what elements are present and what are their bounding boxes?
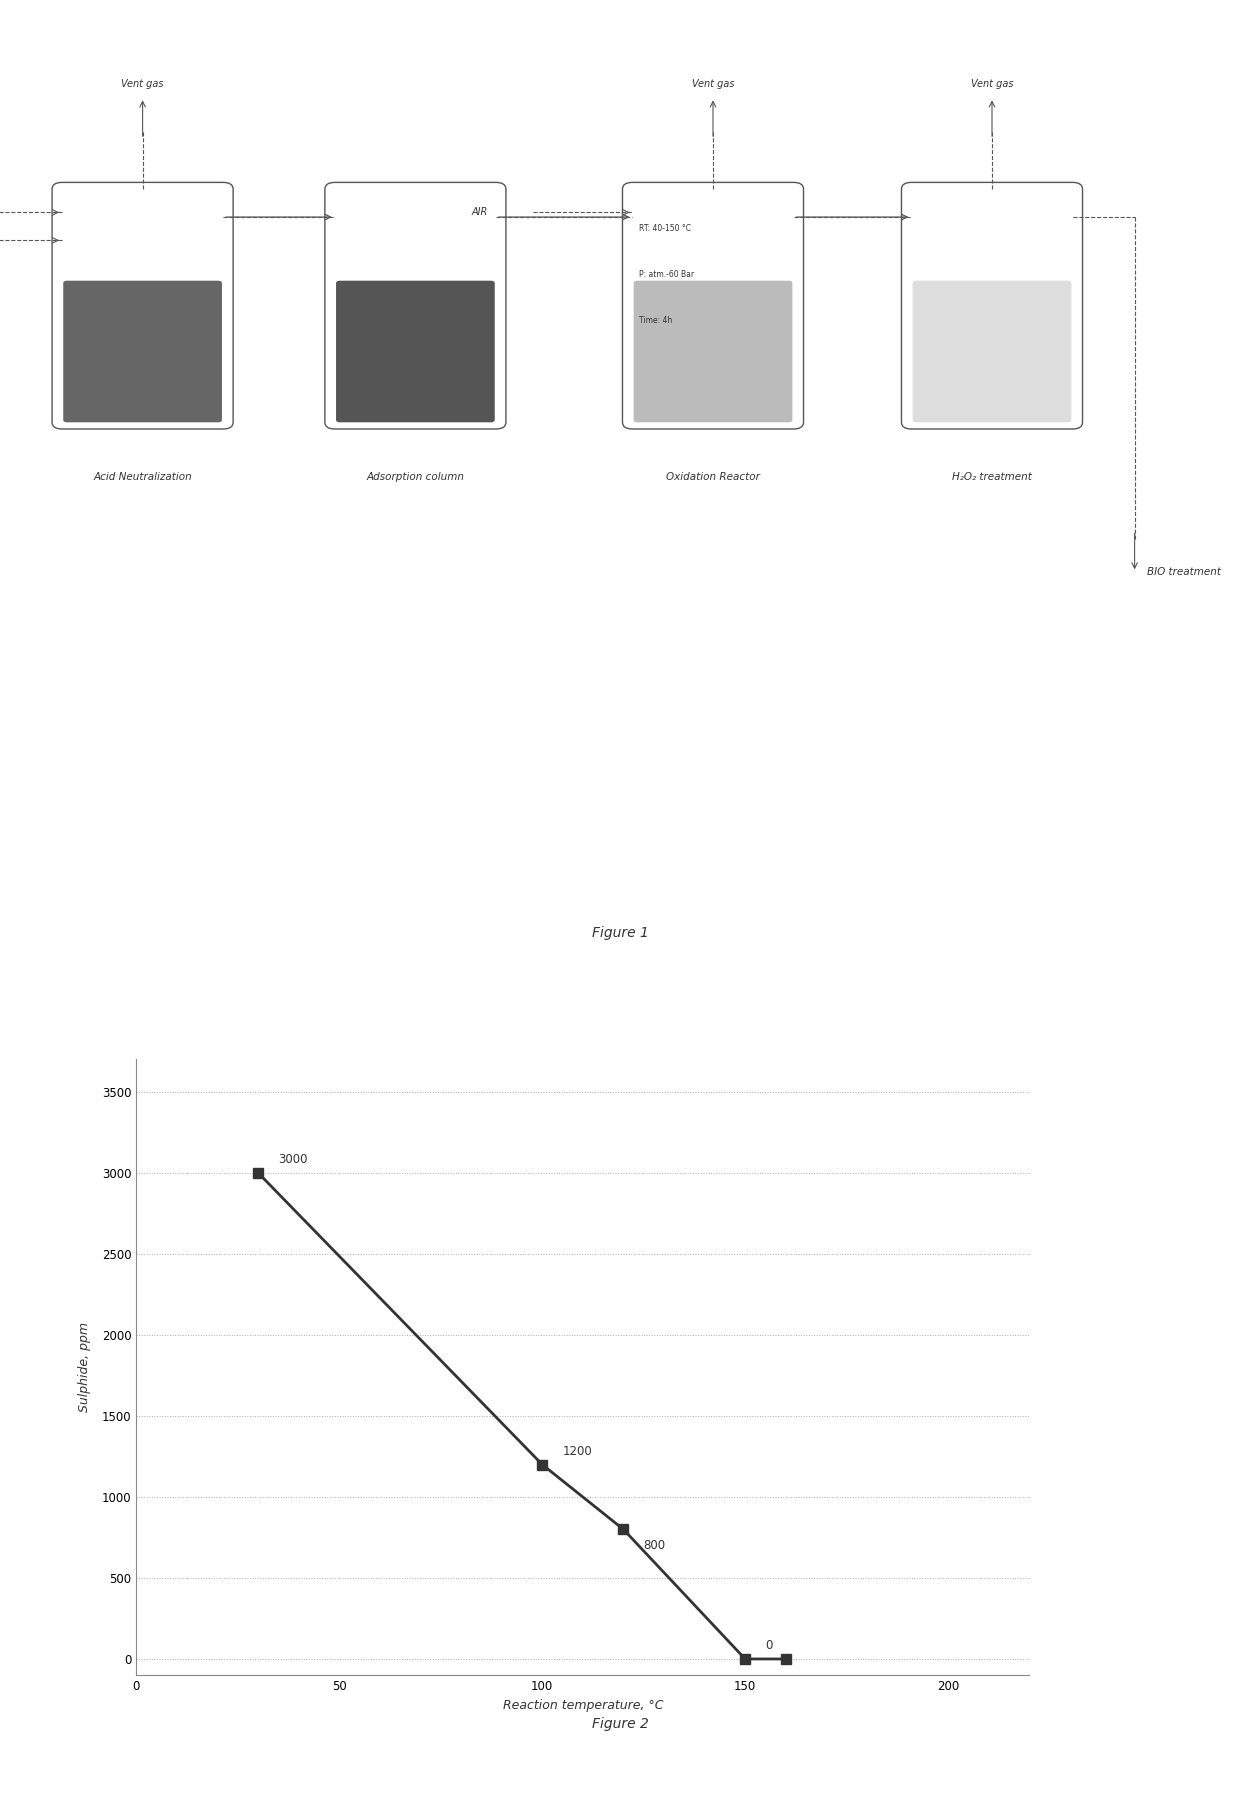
Text: P: atm.-60 Bar: P: atm.-60 Bar (639, 270, 693, 279)
Text: Vent gas: Vent gas (971, 80, 1013, 89)
Text: Acid Neutralization: Acid Neutralization (93, 473, 192, 482)
Text: Adsorption column: Adsorption column (366, 473, 465, 482)
Text: RT: 40-150 °C: RT: 40-150 °C (639, 225, 691, 234)
Text: Time: 4h: Time: 4h (639, 315, 672, 324)
Text: Figure 2: Figure 2 (591, 1717, 649, 1731)
FancyBboxPatch shape (325, 183, 506, 429)
FancyBboxPatch shape (622, 183, 804, 429)
Y-axis label: Sulphide, ppm: Sulphide, ppm (78, 1322, 91, 1413)
Text: Vent gas: Vent gas (122, 80, 164, 89)
Text: BIO treatment: BIO treatment (1147, 567, 1221, 578)
X-axis label: Reaction temperature, °C: Reaction temperature, °C (502, 1699, 663, 1711)
FancyBboxPatch shape (913, 281, 1071, 422)
Text: Oxidation Reactor: Oxidation Reactor (666, 473, 760, 482)
Text: Vent gas: Vent gas (692, 80, 734, 89)
FancyBboxPatch shape (634, 281, 792, 422)
FancyBboxPatch shape (63, 281, 222, 422)
FancyBboxPatch shape (336, 281, 495, 422)
Text: 3000: 3000 (279, 1154, 308, 1166)
Text: AIR: AIR (471, 208, 487, 217)
FancyBboxPatch shape (901, 183, 1083, 429)
FancyBboxPatch shape (52, 183, 233, 429)
Text: H₂O₂ treatment: H₂O₂ treatment (952, 473, 1032, 482)
Text: 1200: 1200 (563, 1445, 593, 1458)
Text: 800: 800 (644, 1539, 666, 1552)
Text: Figure 1: Figure 1 (591, 925, 649, 940)
Text: 0: 0 (765, 1639, 773, 1652)
